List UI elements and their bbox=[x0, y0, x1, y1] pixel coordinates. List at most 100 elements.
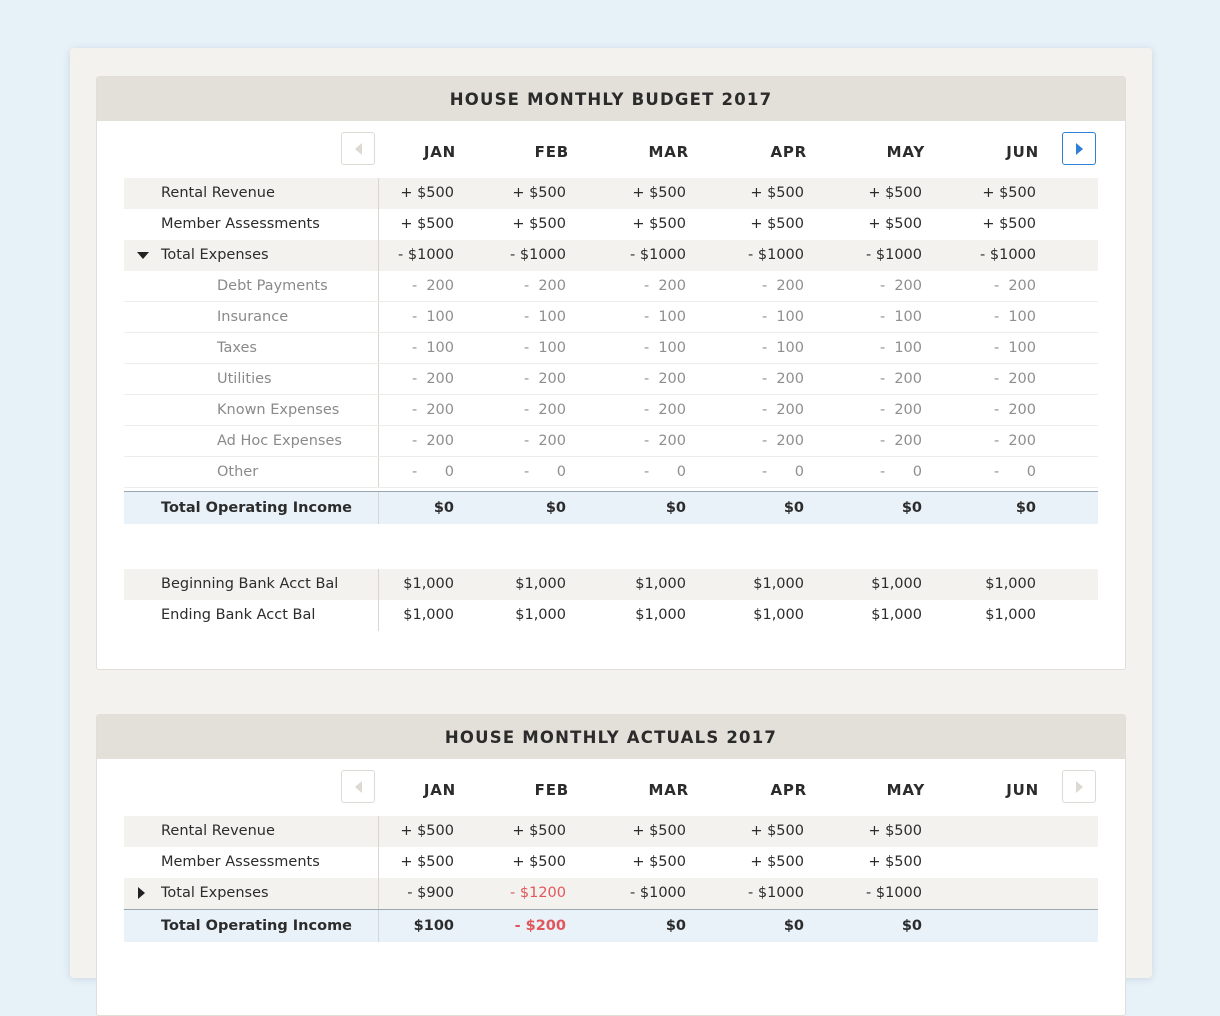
table-row: Member Assessments + $500 + $500 + $500 + $5… bbox=[124, 847, 1098, 878]
value-cell: 100 bbox=[1008, 309, 1036, 325]
sign-label: - bbox=[880, 340, 886, 356]
table-row: Rental Revenue + $500 + $500 + $500 + $500 + … bbox=[124, 178, 1098, 209]
value-cell: $1,000 bbox=[985, 607, 1036, 623]
total-operating-income-row: Total Operating Income $100 - $200 $0 $0 $0 bbox=[124, 909, 1098, 942]
chevron-left-icon bbox=[354, 780, 362, 793]
month-header-may: MAY bbox=[886, 143, 925, 161]
month-header-mar: MAR bbox=[648, 143, 689, 161]
month-header-feb: FEB bbox=[534, 143, 569, 161]
value-cell: $0 bbox=[545, 500, 566, 516]
value-cell: 0 bbox=[676, 464, 686, 480]
sign-label: - bbox=[994, 464, 1000, 480]
sign-label: - bbox=[644, 371, 650, 387]
sign-label: - bbox=[880, 278, 886, 294]
value-cell: 0 bbox=[912, 464, 922, 480]
column-divider bbox=[378, 878, 379, 909]
month-header-jun: JUN bbox=[1006, 143, 1039, 161]
value-cell: + $500 bbox=[400, 216, 454, 232]
budget-table: JAN FEB MAR APR MAY JUN Rental Revenue + $500 +… bbox=[97, 121, 1125, 669]
sign-label: - bbox=[644, 402, 650, 418]
sign-label: - bbox=[412, 464, 418, 480]
actuals-title: HOUSE MONTHLY ACTUALS 2017 bbox=[97, 715, 1125, 759]
value-cell: + $500 bbox=[868, 185, 922, 201]
actuals-table: JAN FEB MAR APR MAY JUN Rental Revenue + $500 +… bbox=[97, 759, 1125, 1015]
sign-label: - bbox=[994, 340, 1000, 356]
value-cell: + $500 bbox=[512, 216, 566, 232]
expense-subrow: Ad Hoc Expenses -200-200-200-200-200-200 bbox=[124, 426, 1098, 457]
column-divider bbox=[378, 426, 379, 456]
value-cell: 0 bbox=[1026, 464, 1036, 480]
expense-subrow: Taxes -100-100-100-100-100-100 bbox=[124, 333, 1098, 364]
sign-label: - bbox=[880, 402, 886, 418]
caret-right-icon[interactable] bbox=[138, 887, 145, 899]
value-cell: 100 bbox=[426, 309, 454, 325]
next-month-button[interactable] bbox=[1062, 132, 1096, 165]
sign-label: - bbox=[524, 340, 530, 356]
bank-balance-row: Beginning Bank Acct Bal $1,000 $1,000 $1,00… bbox=[124, 569, 1098, 600]
value-cell: $0 bbox=[783, 500, 804, 516]
value-cell: + $500 bbox=[632, 216, 686, 232]
value-cell: $0 bbox=[433, 500, 454, 516]
sign-label: - bbox=[644, 433, 650, 449]
value-cell: + $500 bbox=[632, 854, 686, 870]
row-label: Other bbox=[217, 464, 259, 480]
value-cell: $0 bbox=[901, 500, 922, 516]
value-cell: - $200 bbox=[514, 918, 566, 934]
value-cell: 200 bbox=[776, 371, 804, 387]
prev-month-button[interactable] bbox=[341, 770, 375, 803]
value-cell: 100 bbox=[1008, 340, 1036, 356]
value-cell: $1,000 bbox=[403, 576, 454, 592]
value-cell: 200 bbox=[426, 433, 454, 449]
value-cell: - $900 bbox=[407, 885, 454, 901]
sign-label: - bbox=[524, 371, 530, 387]
expense-subrow: Known Expenses -200-200-200-200-200-200 bbox=[124, 395, 1098, 426]
sign-label: - bbox=[524, 278, 530, 294]
caret-down-icon[interactable] bbox=[137, 252, 149, 259]
value-cell: 0 bbox=[556, 464, 566, 480]
value-cell: 200 bbox=[658, 402, 686, 418]
page-container: HOUSE MONTHLY BUDGET 2017 JAN FEB MAR APR MA… bbox=[70, 48, 1152, 1016]
value-cell: 200 bbox=[1008, 402, 1036, 418]
value-cell: $0 bbox=[901, 918, 922, 934]
sign-label: - bbox=[524, 309, 530, 325]
row-label: Debt Payments bbox=[217, 278, 328, 294]
value-cell: 100 bbox=[894, 340, 922, 356]
sign-label: - bbox=[412, 309, 418, 325]
value-cell: 200 bbox=[658, 433, 686, 449]
sign-label: - bbox=[412, 278, 418, 294]
value-cell: 200 bbox=[538, 278, 566, 294]
sign-label: - bbox=[762, 340, 768, 356]
row-label: Total Operating Income bbox=[161, 918, 353, 934]
value-cell: $100 bbox=[413, 918, 454, 934]
value-cell: + $500 bbox=[868, 823, 922, 839]
row-label: Total Operating Income bbox=[161, 500, 353, 516]
sign-label: - bbox=[412, 402, 418, 418]
value-cell: 200 bbox=[776, 433, 804, 449]
value-cell: + $500 bbox=[632, 823, 686, 839]
sign-label: - bbox=[524, 402, 530, 418]
sign-label: - bbox=[762, 402, 768, 418]
value-cell: + $500 bbox=[750, 185, 804, 201]
chevron-right-icon bbox=[1075, 780, 1083, 793]
total-operating-income-row: Total Operating Income $0 $0 $0 $0 $0 $0 bbox=[124, 491, 1098, 524]
value-cell: + $500 bbox=[750, 823, 804, 839]
value-cell: - $1000 bbox=[398, 247, 454, 263]
value-cell: $0 bbox=[783, 918, 804, 934]
sign-label: - bbox=[762, 464, 768, 480]
expense-subrow: Utilities -200-200-200-200-200-200 bbox=[124, 364, 1098, 395]
sign-label: - bbox=[412, 433, 418, 449]
sign-label: - bbox=[644, 340, 650, 356]
value-cell: 100 bbox=[658, 340, 686, 356]
column-divider bbox=[378, 569, 379, 600]
value-cell: 200 bbox=[894, 402, 922, 418]
value-cell: 200 bbox=[894, 278, 922, 294]
budget-title: HOUSE MONTHLY BUDGET 2017 bbox=[97, 77, 1125, 121]
value-cell: 200 bbox=[1008, 278, 1036, 294]
value-cell: - $1000 bbox=[748, 247, 804, 263]
prev-month-button[interactable] bbox=[341, 132, 375, 165]
value-cell: - $1000 bbox=[980, 247, 1036, 263]
next-month-button[interactable] bbox=[1062, 770, 1096, 803]
value-cell: + $500 bbox=[982, 185, 1036, 201]
value-cell: 100 bbox=[426, 340, 454, 356]
value-cell: $0 bbox=[665, 500, 686, 516]
